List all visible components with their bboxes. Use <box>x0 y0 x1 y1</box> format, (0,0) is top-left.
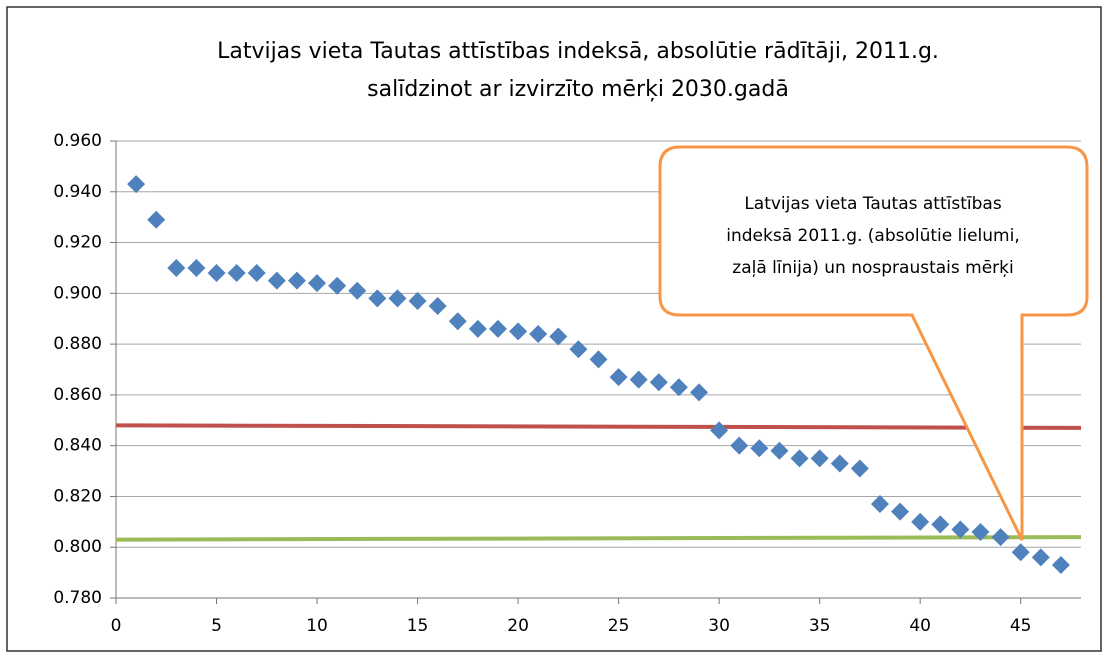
point <box>810 449 829 468</box>
point <box>287 271 306 290</box>
point <box>770 441 789 460</box>
point <box>227 264 246 283</box>
point <box>509 322 528 341</box>
point <box>690 383 709 402</box>
point <box>529 324 548 343</box>
point <box>267 271 286 290</box>
x-tick-label: 35 <box>809 616 831 636</box>
y-tick-label: 0.780 <box>53 588 102 608</box>
x-tick-label: 40 <box>909 616 931 636</box>
y-tick-label: 0.960 <box>53 131 102 151</box>
y-tick-label: 0.940 <box>53 182 102 202</box>
point <box>308 274 327 293</box>
point <box>649 373 668 392</box>
point <box>971 522 990 541</box>
y-tick-label: 0.860 <box>53 385 102 405</box>
reference-line <box>115 423 1082 430</box>
point <box>127 175 146 194</box>
point <box>609 368 628 387</box>
chart-title: salīdzinot ar izvirzīto mērķi 2030.gadā <box>367 77 789 102</box>
point <box>870 495 889 514</box>
point <box>830 454 849 473</box>
point <box>730 436 749 455</box>
point <box>388 289 407 308</box>
x-tick-label: 10 <box>306 616 328 636</box>
point <box>629 370 648 389</box>
point <box>247 264 266 283</box>
x-tick-label: 0 <box>111 616 122 636</box>
annotation: indeksā 2011.g. (absolūtie lielumi, <box>726 226 1019 246</box>
reference-line <box>115 535 1082 542</box>
x-tick-label: 20 <box>507 616 529 636</box>
point <box>991 528 1010 547</box>
annotation: zaļā līnija) un nospraustais mērķi <box>732 258 1013 278</box>
point <box>207 264 226 283</box>
point <box>368 289 387 308</box>
point <box>931 515 950 534</box>
y-tick-label: 0.800 <box>53 537 102 557</box>
y-tick-label: 0.820 <box>53 486 102 506</box>
point <box>569 340 588 359</box>
y-tick-label: 0.920 <box>53 233 102 253</box>
x-tick-label: 25 <box>608 616 630 636</box>
point <box>549 327 568 346</box>
annotation: Latvijas vieta Tautas attīstības <box>744 194 1002 214</box>
y-tick-label: 0.840 <box>53 436 102 456</box>
point <box>790 449 809 468</box>
point <box>348 281 367 300</box>
point <box>911 512 930 531</box>
point <box>850 459 869 478</box>
point <box>187 258 206 277</box>
point <box>891 502 910 521</box>
point <box>750 439 769 458</box>
point <box>488 319 507 338</box>
point <box>147 210 166 229</box>
callout <box>658 145 1089 541</box>
x-tick-label: 45 <box>1010 616 1032 636</box>
point <box>428 297 447 316</box>
point <box>167 258 186 277</box>
point <box>408 291 427 310</box>
point <box>1051 555 1070 574</box>
point <box>589 350 608 369</box>
point <box>468 319 487 338</box>
point <box>448 312 467 331</box>
point <box>328 276 347 295</box>
y-tick-label: 0.900 <box>53 283 102 303</box>
x-tick-label: 5 <box>211 616 222 636</box>
point <box>1011 543 1030 562</box>
point <box>951 520 970 539</box>
point <box>1031 548 1050 567</box>
point <box>710 421 729 440</box>
y-tick-label: 0.880 <box>53 334 102 354</box>
point <box>669 378 688 397</box>
chart-title: Latvijas vieta Tautas attīstības indeksā… <box>217 39 939 64</box>
x-tick-label: 15 <box>407 616 429 636</box>
x-tick-label: 30 <box>708 616 730 636</box>
